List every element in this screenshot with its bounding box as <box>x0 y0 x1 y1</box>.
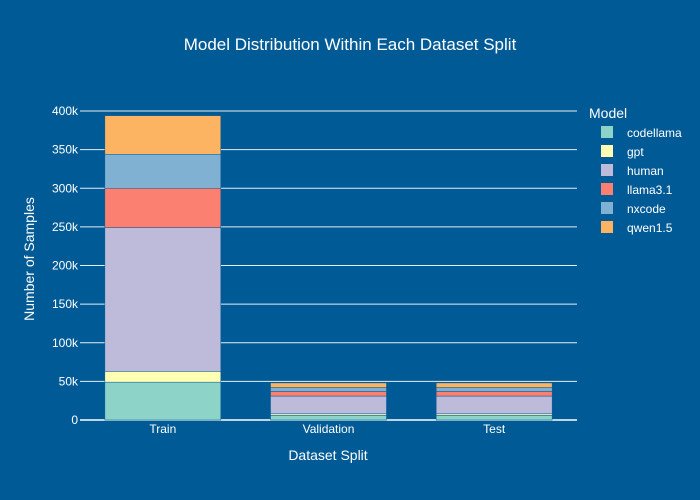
bar-segment-human[interactable] <box>270 395 387 415</box>
x-tick-label: Test <box>483 422 506 436</box>
y-tick-label: 300k <box>52 181 79 195</box>
bar-segment-qwen1-5[interactable] <box>435 382 553 388</box>
y-tick-label: 150k <box>52 297 79 311</box>
bar-segment-codellama[interactable] <box>104 381 222 421</box>
y-axis-title: Number of Samples <box>21 197 37 321</box>
bars-layer <box>104 115 553 421</box>
legend-label: llama3.1 <box>627 183 673 197</box>
bar-segment-nxcode[interactable] <box>270 387 387 392</box>
legend-label: human <box>627 164 664 178</box>
bar-segment-nxcode[interactable] <box>435 387 553 392</box>
legend-swatch <box>601 126 613 138</box>
chart-title: Model Distribution Within Each Dataset S… <box>184 35 517 54</box>
legend-item[interactable]: human <box>601 164 664 178</box>
legend-item[interactable]: qwen1.5 <box>601 221 673 235</box>
y-tick-label: 100k <box>52 336 79 350</box>
legend-swatch <box>601 164 613 176</box>
y-tick-label: 0 <box>71 413 78 427</box>
x-tick-label: Validation <box>303 422 355 436</box>
bar-segment-llama3-1[interactable] <box>270 391 387 397</box>
y-tick-label: 400k <box>52 104 79 118</box>
legend-item[interactable]: nxcode <box>601 202 666 216</box>
bar-segment-human[interactable] <box>435 395 553 415</box>
bar-segment-codellama[interactable] <box>270 415 387 421</box>
legend-label: codellama <box>627 126 682 140</box>
y-tick-label: 50k <box>59 374 79 388</box>
legend-title: Model <box>589 105 627 121</box>
bar-segment-human[interactable] <box>104 227 222 372</box>
bar-segment-gpt[interactable] <box>104 371 222 383</box>
bar-segment-llama3-1[interactable] <box>435 391 553 397</box>
legend[interactable]: Model codellama gpt human llama3.1 nxcode qwe… <box>589 105 682 235</box>
legend-swatch <box>601 221 613 233</box>
y-tick-labels: 0 50k 100k 150k 200k 250k 300k 350k 400k <box>52 104 79 427</box>
legend-label: nxcode <box>627 202 666 216</box>
legend-item[interactable]: codellama <box>601 126 682 140</box>
legend-items: codellama gpt human llama3.1 nxcode qwen1.5 <box>601 126 682 235</box>
legend-swatch <box>601 202 613 214</box>
bar-segment-codellama[interactable] <box>435 415 553 421</box>
legend-swatch <box>601 183 613 195</box>
bar-segment-qwen1-5[interactable] <box>104 115 222 155</box>
y-tick-label: 200k <box>52 259 79 273</box>
legend-label: qwen1.5 <box>627 221 673 235</box>
x-tick-labels: Train Validation Test <box>149 422 505 436</box>
legend-swatch <box>601 145 613 157</box>
bar-segment-nxcode[interactable] <box>104 154 222 189</box>
legend-label: gpt <box>627 145 644 159</box>
legend-item[interactable]: gpt <box>601 145 644 159</box>
bar-segment-qwen1-5[interactable] <box>270 382 387 388</box>
x-axis-title: Dataset Split <box>288 447 367 463</box>
bar-segment-llama3-1[interactable] <box>104 188 222 228</box>
y-tick-label: 250k <box>52 220 79 234</box>
x-tick-label: Train <box>149 422 176 436</box>
y-tick-label: 350k <box>52 143 79 157</box>
legend-item[interactable]: llama3.1 <box>601 183 673 197</box>
